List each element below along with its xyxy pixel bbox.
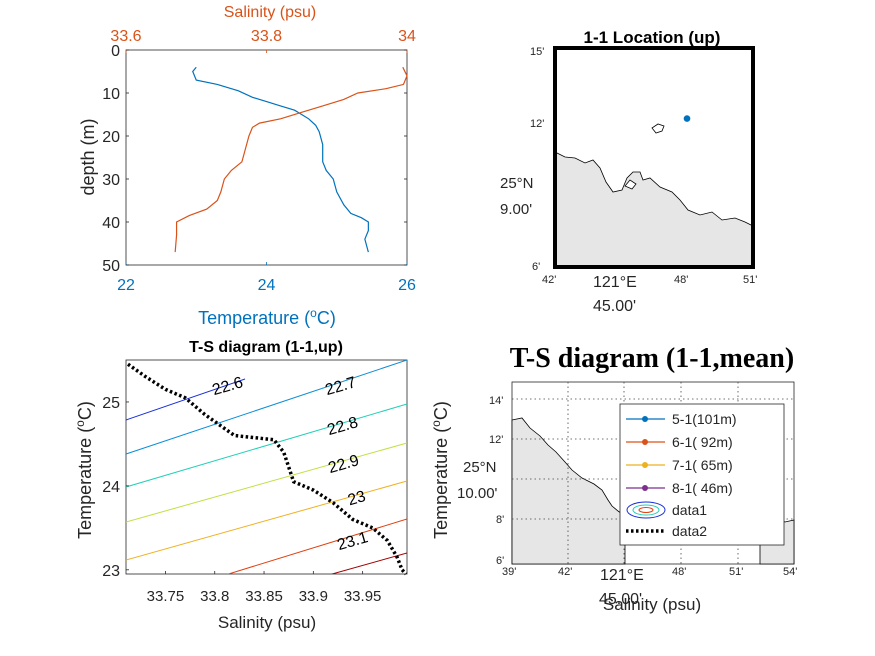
ts-mean-xtick-48: 48' (672, 566, 686, 578)
ts-up-xlabel: Salinity (psu) (218, 613, 316, 632)
depth-tick-label: 20 (102, 129, 120, 146)
legend-marker-7-1 (642, 462, 648, 468)
legend-item-data2: data2 (626, 523, 707, 539)
salinity-line (174, 66, 408, 253)
ts-mean-ytick-10: 10.00' (457, 485, 498, 502)
location-station-marker (683, 115, 691, 122)
temperature-line (192, 66, 369, 253)
ts-mean-xtick-54: 54' (783, 566, 797, 578)
legend-label-5-1: 5-1(101m) (672, 411, 737, 427)
temperature-tick-label: 24 (258, 277, 276, 294)
ts-up-ytick-label: 25 (102, 395, 120, 412)
salinity-tick-label: 34 (398, 28, 416, 45)
legend-marker-8-1 (642, 485, 648, 491)
legend-item-8-1: 8-1( 46m) (626, 480, 733, 496)
location-land (554, 151, 754, 268)
location-xtick-51: 51' (743, 274, 757, 286)
location-panel: 1-1 Location (up) 15' 12' 25°N 9.00' 6' … (500, 28, 757, 315)
ts-up-ticks: 33.75 33.8 33.85 33.9 33.95 23 24 25 (102, 395, 381, 605)
ts-up-panel: 22.6 22.7 22.8 22.9 23 23.1 33.75 33.8 33.… (73, 339, 408, 632)
legend-label-6-1: 6-1( 92m) (672, 434, 733, 450)
legend-label-7-1: 7-1( 65m) (672, 457, 733, 473)
ts-mean-xlabel: Salinity (psu) (603, 595, 701, 614)
ts-up-axes-box (125, 359, 408, 575)
ts-up-contours (126, 360, 407, 574)
location-ytick-12: 12' (530, 118, 544, 130)
profile-ticks: 22 24 26 33.6 33.8 34 0 10 20 30 40 50 (102, 28, 416, 294)
salinity-tick-label: 33.6 (110, 28, 141, 45)
depth-tick-label: 0 (111, 43, 120, 60)
salinity-axis-label: Salinity (psu) (224, 4, 316, 21)
location-xtick-42: 42' (542, 274, 556, 286)
ts-up-xtick-label: 33.8 (200, 588, 229, 605)
legend-box (619, 403, 785, 546)
ts-mean-xtick-51: 51' (729, 566, 743, 578)
ts-up-xtick-label: 33.75 (147, 588, 185, 605)
ts-mean-xtick-major: 121°E (600, 567, 644, 584)
salinity-tick-label: 33.8 (251, 28, 282, 45)
temperature-tick-label: 26 (398, 277, 416, 294)
ts-mean-title: T-S diagram (1-1,mean) (510, 343, 794, 374)
ts-mean-xtick-45: 45.00' (599, 591, 642, 608)
location-xtick-major: 121°E (593, 274, 637, 291)
ts-up-ytick-label: 24 (102, 479, 120, 496)
ts-mean-legend: 5-1(101m) 6-1( 92m) 7-1( 65m) 8-1( 46m) (619, 403, 785, 546)
location-xtick-48: 48' (674, 274, 688, 286)
location-ytick-major: 25°N (500, 175, 534, 192)
ts-up-xtick-label: 33.85 (245, 588, 283, 605)
ts-mean-ytick-14: 14' (489, 395, 503, 407)
legend-label-data2: data2 (672, 523, 707, 539)
depth-axis-label: depth (m) (78, 118, 98, 195)
ts-mean-ytick-6: 6' (496, 555, 504, 567)
ts-mean-xtick-39: 39' (502, 566, 516, 578)
legend-item-data1: data1 (626, 501, 707, 519)
location-title: 1-1 Location (up) (584, 28, 721, 47)
contour-23 (126, 480, 407, 561)
contour-22-6 (126, 378, 246, 421)
contour-22-9 (126, 442, 407, 523)
location-ytick-15: 15' (530, 46, 544, 58)
contour-label-23: 23 (346, 488, 368, 509)
legend-marker-6-1 (642, 439, 648, 445)
location-xtick-45: 45.00' (593, 298, 636, 315)
ts-mean-panel: T-S diagram (1-1,mean) 14' 12' 25°N 10.0… (429, 343, 797, 614)
ts-up-xtick-label: 33.95 (344, 588, 382, 605)
depth-tick-label: 10 (102, 86, 120, 103)
ts-up-ytick-label: 23 (102, 563, 120, 580)
location-island (651, 123, 665, 134)
depth-tick-label: 30 (102, 172, 120, 189)
ts-up-ylabel: Temperature (oC) (73, 401, 95, 539)
depth-tick-label: 50 (102, 258, 120, 275)
profile-axes-box (125, 49, 408, 266)
legend-item-5-1: 5-1(101m) (626, 411, 737, 427)
temperature-tick-label: 22 (117, 277, 135, 294)
contour-22-8 (126, 403, 407, 488)
contour-23-1 (226, 518, 407, 574)
contour-22-7 (126, 360, 407, 455)
ts-mean-ylabel: Temperature (oC) (429, 401, 451, 539)
legend-item-7-1: 7-1( 65m) (626, 457, 733, 473)
ts-up-title: T-S diagram (1-1,up) (189, 339, 343, 356)
profile-panel: 22 24 26 33.6 33.8 34 0 10 20 30 40 50 Salinity (ps… (78, 4, 416, 328)
temperature-axis-label: Temperature (oC) (198, 306, 336, 328)
location-frame (553, 46, 755, 269)
legend-label-8-1: 8-1( 46m) (672, 480, 733, 496)
location-islet (624, 179, 637, 190)
ts-mean-xtick-42: 42' (558, 566, 572, 578)
ts-up-profile-line (126, 362, 408, 576)
ts-mean-ytick-12: 12' (489, 434, 503, 446)
ts-up-xtick-label: 33.9 (299, 588, 328, 605)
location-ytick-6: 6' (532, 261, 540, 273)
ts-mean-ytick-major: 25°N (463, 459, 497, 476)
legend-marker-5-1 (642, 416, 648, 422)
depth-tick-label: 40 (102, 215, 120, 232)
contour-23-2 (330, 552, 407, 574)
legend-label-data1: data1 (672, 502, 707, 518)
legend-item-6-1: 6-1( 92m) (626, 434, 733, 450)
location-ytick-9: 9.00' (500, 201, 532, 218)
ts-mean-ytick-8: 8' (496, 514, 504, 526)
